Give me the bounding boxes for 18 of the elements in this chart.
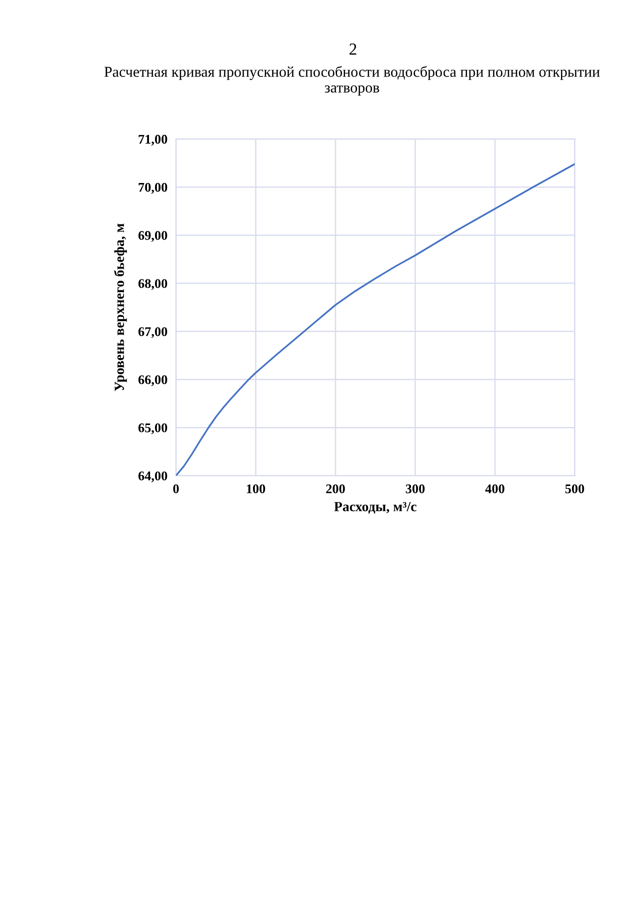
y-tick-label: 68,00 xyxy=(138,279,168,290)
y-tick-label: 66,00 xyxy=(138,375,168,386)
x-tick-label: 0 xyxy=(173,484,179,494)
x-tick-label: 300 xyxy=(406,484,425,494)
y-tick-label: 64,00 xyxy=(138,471,168,482)
y-tick-label: 69,00 xyxy=(138,231,168,242)
y-tick-label: 71,00 xyxy=(138,134,168,146)
x-tick-label: 500 xyxy=(565,484,584,494)
x-tick-label: 400 xyxy=(485,484,504,494)
text: 2 xyxy=(350,44,356,55)
y-tick-label: 70,00 xyxy=(138,182,168,194)
y-tick-label: 65,00 xyxy=(138,423,168,434)
x-tick-label: 100 xyxy=(246,484,266,494)
x-axis-title: Расходы, м³/с xyxy=(334,502,416,514)
chart-title: Расчетная кривая пропускной способности водосброса при полном открытии затворов xyxy=(104,66,600,96)
x-tick-label: 200 xyxy=(326,484,345,494)
y-axis-title: Уровень верхнего бьефа, м xyxy=(114,224,127,392)
y-tick-label: 67,00 xyxy=(138,327,168,338)
